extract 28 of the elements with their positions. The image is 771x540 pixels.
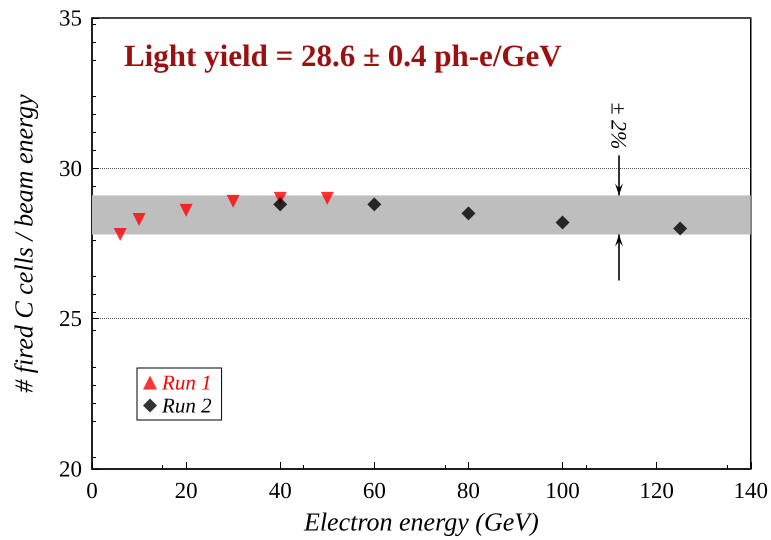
x-tick-label: 100 (545, 478, 580, 503)
legend-label: Run 2 (161, 394, 212, 418)
point (114, 228, 127, 241)
x-tick-label: 120 (639, 478, 674, 503)
x-tick-label: 0 (86, 478, 98, 503)
point (273, 197, 288, 212)
point (320, 192, 334, 205)
y-tick-label: 30 (59, 156, 82, 181)
y-tick-label: 20 (59, 456, 82, 482)
x-tick-label: 60 (362, 478, 386, 503)
point (226, 194, 240, 208)
y-tick-label: 25 (59, 306, 82, 332)
x-tick-label: 20 (174, 478, 198, 503)
x-tick-label: 40 (268, 478, 292, 503)
x-axis-title: Electron energy (GeV) (302, 508, 539, 536)
point (461, 206, 476, 220)
y-axis-title: # fired C cells / beam energy (10, 94, 38, 393)
point (367, 197, 382, 212)
annotation: ± 2% (606, 102, 632, 150)
y-tick-label: 35 (59, 6, 82, 30)
annotation: Light yield = 28.6 ± 0.4 ph-e/GeV (124, 38, 562, 73)
point (556, 215, 570, 230)
legend-label: Run 1 (161, 370, 212, 394)
point (673, 221, 688, 236)
x-tick-label: 80 (456, 478, 480, 503)
x-tick-label: 140 (734, 478, 768, 503)
point (180, 204, 193, 217)
point (132, 212, 146, 226)
